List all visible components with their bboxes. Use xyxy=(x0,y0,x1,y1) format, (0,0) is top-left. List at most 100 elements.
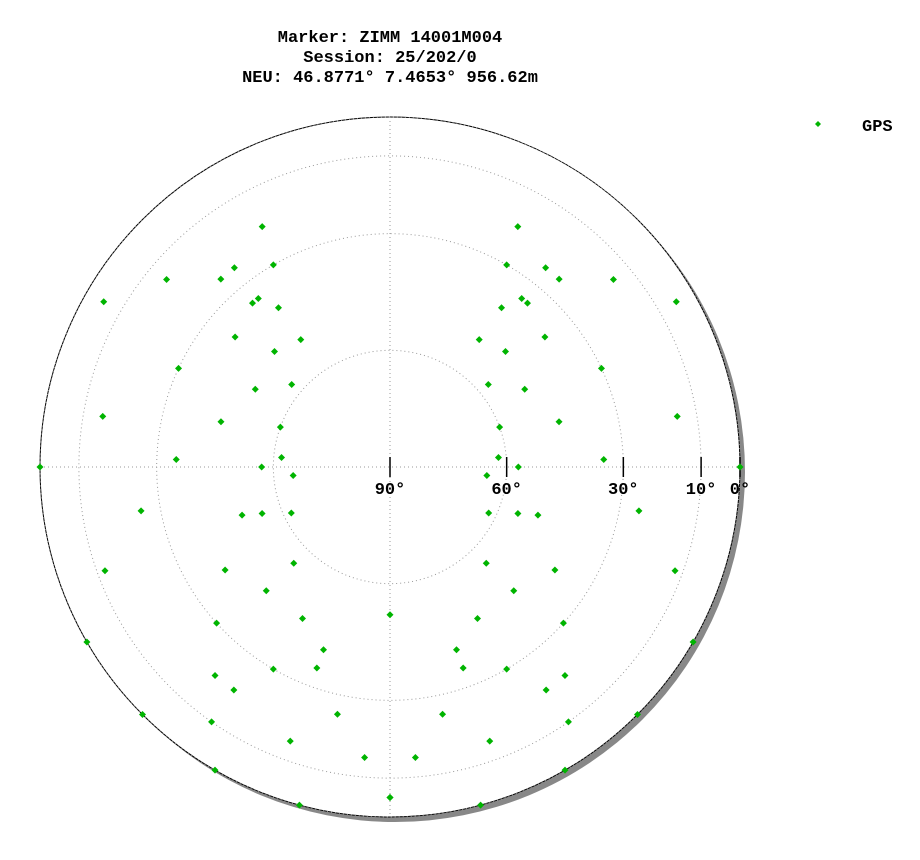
satellite-point xyxy=(289,471,297,479)
satellite-point xyxy=(503,665,511,673)
tick-label: 90° xyxy=(375,481,406,500)
satellite-point xyxy=(503,261,511,269)
satellite-point xyxy=(597,364,605,372)
satellite-point xyxy=(101,567,109,575)
satellite-point xyxy=(231,333,239,341)
satellite-point xyxy=(485,509,493,517)
satellite-point xyxy=(510,587,518,595)
satellite-point xyxy=(262,587,270,595)
tick-label: 0° xyxy=(730,481,750,500)
satellite-point xyxy=(542,264,550,272)
satellite-point xyxy=(477,801,485,809)
satellite-point xyxy=(559,619,567,627)
satellite-point xyxy=(238,511,246,519)
satellite-point xyxy=(258,223,266,231)
satellite-point xyxy=(172,456,180,464)
satellite-point xyxy=(274,304,282,312)
satellite-point xyxy=(494,454,502,462)
satellite-point xyxy=(673,412,681,420)
satellite-point xyxy=(175,364,183,372)
satellite-point xyxy=(287,509,295,517)
satellite-point xyxy=(672,298,680,306)
satellite-point xyxy=(251,385,259,393)
chart-title: NEU: 46.8771° 7.4653° 956.62m xyxy=(242,69,538,88)
satellite-point xyxy=(386,611,394,619)
satellite-point xyxy=(600,456,608,464)
satellite-point xyxy=(269,665,277,673)
satellite-point xyxy=(523,299,531,307)
satellite-point xyxy=(514,510,522,518)
satellite-point xyxy=(99,412,107,420)
satellite-point xyxy=(475,336,483,344)
satellite-point xyxy=(213,619,221,627)
satellite-point xyxy=(258,510,266,518)
satellite-point xyxy=(139,710,147,718)
satellite-point xyxy=(561,766,569,774)
satellite-point xyxy=(288,381,296,389)
satellite-point xyxy=(439,710,447,718)
satellite-point xyxy=(689,638,697,646)
satellite-point xyxy=(83,638,91,646)
satellite-point xyxy=(498,304,506,312)
chart-title: Session: 25/202/0 xyxy=(303,49,476,68)
satellite-point xyxy=(561,672,569,680)
satellite-point xyxy=(736,463,744,471)
satellite-point xyxy=(482,559,490,567)
satellite-point xyxy=(411,754,419,762)
chart-title: Marker: ZIMM 14001M004 xyxy=(278,29,502,48)
satellite-point xyxy=(386,794,394,802)
satellite-point xyxy=(514,463,522,471)
satellite-point xyxy=(609,276,617,284)
satellite-point xyxy=(163,276,171,284)
satellite-point xyxy=(459,664,467,672)
satellite-point xyxy=(555,275,563,283)
satellite-point xyxy=(483,471,491,479)
satellite-point xyxy=(555,418,563,426)
satellite-point xyxy=(453,646,461,654)
tick-label: 10° xyxy=(686,481,717,500)
satellite-point xyxy=(295,801,303,809)
satellite-point xyxy=(486,737,494,745)
tick-label: 60° xyxy=(491,481,522,500)
legend-label: GPS xyxy=(862,118,893,137)
satellite-point xyxy=(521,385,529,393)
satellite-point xyxy=(514,223,522,231)
satellite-point xyxy=(633,710,641,718)
satellite-point xyxy=(208,718,216,726)
satellite-point xyxy=(474,615,481,623)
satellite-point xyxy=(269,261,277,269)
satellite-point xyxy=(333,710,341,718)
satellite-point xyxy=(286,737,294,745)
satellite-point xyxy=(254,294,262,302)
satellite-point xyxy=(635,507,643,515)
satellite-point xyxy=(496,423,504,431)
satellite-point xyxy=(361,754,369,762)
satellite-point xyxy=(258,463,266,471)
legend-marker xyxy=(815,121,821,127)
satellite-point xyxy=(230,264,238,272)
satellite-point xyxy=(290,559,298,567)
satellite-point xyxy=(221,566,229,574)
satellite-point xyxy=(217,418,225,426)
satellite-point xyxy=(501,348,509,356)
satellite-point xyxy=(249,299,257,307)
satellite-point xyxy=(319,646,327,654)
satellite-point xyxy=(230,686,238,694)
satellite-point xyxy=(278,454,286,462)
satellite-point xyxy=(534,511,542,519)
satellite-point xyxy=(271,348,279,356)
satellite-point xyxy=(541,333,549,341)
satellite-point xyxy=(217,275,225,283)
satellite-point xyxy=(542,686,550,694)
satellite-point xyxy=(299,615,306,623)
satellite-point xyxy=(564,718,572,726)
satellite-point xyxy=(671,567,679,575)
satellite-point xyxy=(484,381,492,389)
satellite-point xyxy=(518,294,526,302)
satellite-point xyxy=(36,463,44,471)
satellite-point xyxy=(137,507,145,515)
satellite-point xyxy=(313,664,321,672)
satellite-point xyxy=(211,766,219,774)
satellite-point xyxy=(100,298,108,306)
